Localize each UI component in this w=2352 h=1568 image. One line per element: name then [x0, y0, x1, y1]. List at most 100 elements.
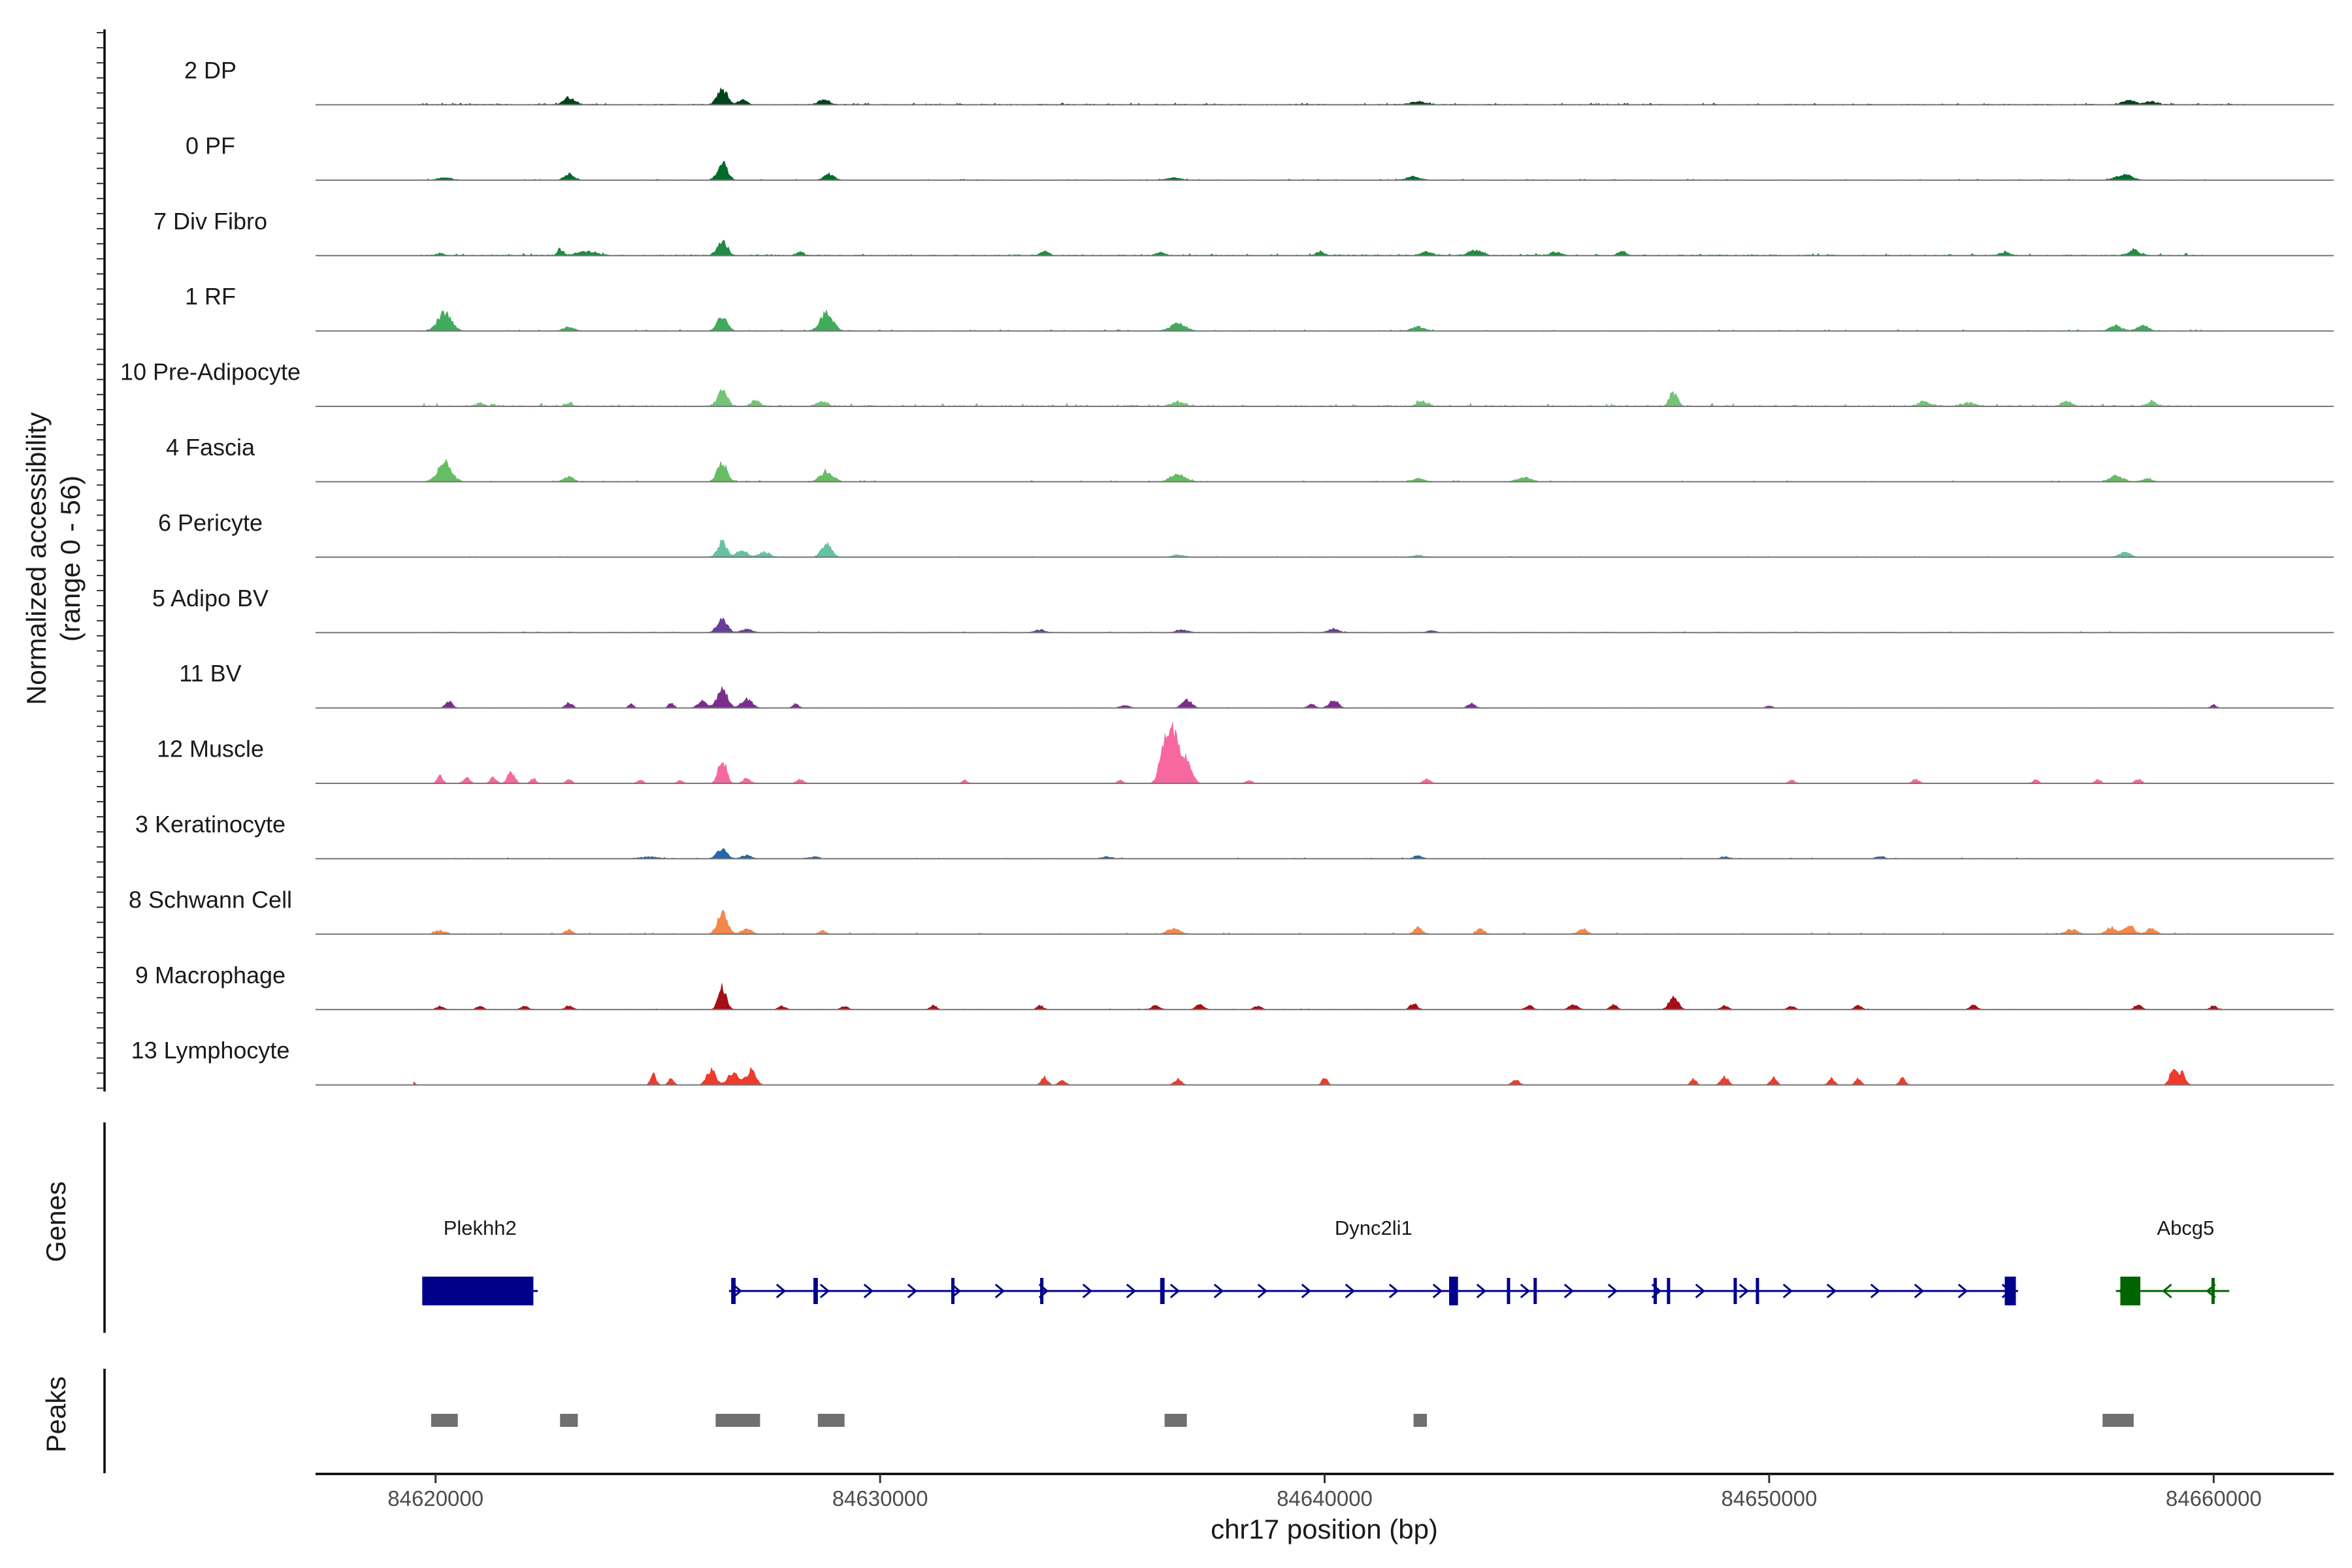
track-label: 5 Adipo BV	[152, 585, 269, 612]
strand-chevron	[1563, 1283, 1575, 1299]
track-1: 2 DP	[184, 57, 2334, 106]
track-label: 7 Div Fibro	[154, 208, 267, 235]
gene-exon	[1449, 1277, 1458, 1305]
gene-exon	[1507, 1278, 1511, 1304]
gene-exon	[1040, 1278, 1044, 1304]
strand-chevron	[1082, 1283, 1093, 1299]
track-3: 7 Div Fibro	[154, 208, 2334, 257]
gene-plekhh2: Plekhh2	[422, 1217, 538, 1305]
strand-chevron	[776, 1283, 787, 1299]
coverage-area	[413, 87, 2246, 105]
strand-chevron	[1695, 1283, 1706, 1299]
gene-exon	[1667, 1278, 1671, 1304]
strand-chevron	[1607, 1283, 1618, 1299]
coverage-area	[413, 848, 2223, 859]
strand-chevron	[1739, 1283, 1750, 1299]
strand-chevron	[1870, 1283, 1881, 1299]
track-7: 6 Pericyte	[158, 509, 2334, 558]
gene-abcg5: Abcg5	[2115, 1217, 2230, 1305]
peak-region	[431, 1414, 458, 1427]
peaks-track-title: Peaks	[41, 1377, 71, 1453]
coverage-area	[417, 389, 2206, 407]
track-label: 4 Fascia	[166, 434, 255, 461]
track-label: 11 BV	[179, 660, 241, 687]
track-5: 10 Pre-Adipocyte	[120, 359, 2334, 407]
track-11: 3 Keratinocyte	[135, 811, 2334, 860]
strand-chevron	[1257, 1283, 1268, 1299]
track-label: 10 Pre-Adipocyte	[120, 359, 301, 385]
y-axis-title: Normalized accessibility (range 0 - 56)	[21, 412, 86, 705]
coverage-area	[413, 161, 2246, 181]
track-4: 1 RF	[185, 283, 2334, 332]
track-label: 0 PF	[186, 132, 235, 159]
gene-exon	[1653, 1278, 1657, 1304]
strand-chevron	[1476, 1283, 1487, 1299]
strand-chevron	[1826, 1283, 1837, 1299]
strand-chevron	[863, 1283, 874, 1299]
peak-region	[2102, 1414, 2134, 1427]
x-tick-label: 84640000	[1277, 1486, 1373, 1511]
strand-chevron	[1169, 1283, 1181, 1299]
peak-region	[560, 1414, 578, 1427]
genes-panel: Genes Plekhh2 Dync2li1 Abcg5	[41, 1122, 2230, 1333]
coverage-area	[414, 983, 2227, 1010]
x-tick-label: 84630000	[832, 1486, 928, 1511]
gene-label: Plekhh2	[444, 1217, 517, 1239]
gene-exon	[422, 1277, 534, 1305]
track-label: 2 DP	[184, 57, 237, 84]
strand-chevron	[1520, 1283, 1531, 1299]
gene-exon	[2004, 1277, 2016, 1305]
strand-chevron	[994, 1283, 1005, 1299]
gene-exon	[813, 1278, 818, 1304]
gene-exon	[1533, 1278, 1537, 1304]
track-13: 9 Macrophage	[135, 962, 2334, 1011]
coverage-area	[413, 1066, 2213, 1085]
strand-chevron	[1914, 1283, 1925, 1299]
coverage-area	[417, 309, 2219, 331]
gene-exon	[1756, 1278, 1759, 1304]
track-label: 3 Keratinocyte	[135, 811, 286, 838]
strand-chevron	[1301, 1283, 1312, 1299]
strand-chevron	[819, 1283, 830, 1299]
strand-chevron	[1126, 1283, 1137, 1299]
gene-dync2li1: Dync2li1	[728, 1217, 2018, 1305]
coverage-area	[413, 909, 2206, 935]
gene-exon	[2120, 1277, 2141, 1305]
coverage-area	[417, 539, 2210, 558]
track-label: 1 RF	[185, 283, 236, 310]
track-label: 12 Muscle	[157, 736, 264, 762]
track-8: 5 Adipo BV	[152, 585, 2334, 634]
strand-chevron	[1782, 1283, 1793, 1299]
coverage-area	[417, 459, 2213, 482]
track-9: 11 BV	[179, 660, 2334, 709]
track-label: 6 Pericyte	[158, 509, 263, 536]
x-tick-label: 84620000	[387, 1486, 483, 1511]
peaks-panel: Peaks	[41, 1369, 2134, 1473]
peak-region	[715, 1414, 760, 1427]
gene-exon	[951, 1278, 955, 1304]
x-axis: chr17 position (bp) 84620000 84630000 8464…	[316, 1473, 2334, 1544]
strand-chevron	[1388, 1283, 1399, 1299]
gene-exon	[731, 1278, 736, 1304]
track-label: 9 Macrophage	[135, 962, 286, 988]
track-label: 13 Lymphocyte	[131, 1037, 290, 1064]
gene-exon	[1160, 1278, 1165, 1304]
coverage-area	[417, 617, 2209, 633]
x-axis-title: chr17 position (bp)	[1211, 1514, 1438, 1544]
genes-track-title: Genes	[41, 1181, 71, 1262]
coverage-area	[414, 685, 2227, 708]
gene-label: Abcg5	[2157, 1217, 2214, 1239]
track-label: 8 Schwann Cell	[129, 886, 292, 913]
track-10: 12 Muscle	[157, 722, 2334, 784]
gene-exon	[1733, 1278, 1737, 1304]
coverage-area	[417, 240, 2205, 256]
peak-region	[1413, 1414, 1427, 1427]
strand-chevron	[1345, 1283, 1356, 1299]
track-12: 8 Schwann Cell	[129, 886, 2334, 935]
strand-chevron	[1432, 1283, 1443, 1299]
x-tick-label: 84650000	[1721, 1486, 1817, 1511]
track-2: 0 PF	[186, 132, 2334, 181]
strand-chevron	[2162, 1283, 2172, 1299]
strand-chevron	[1213, 1283, 1224, 1299]
